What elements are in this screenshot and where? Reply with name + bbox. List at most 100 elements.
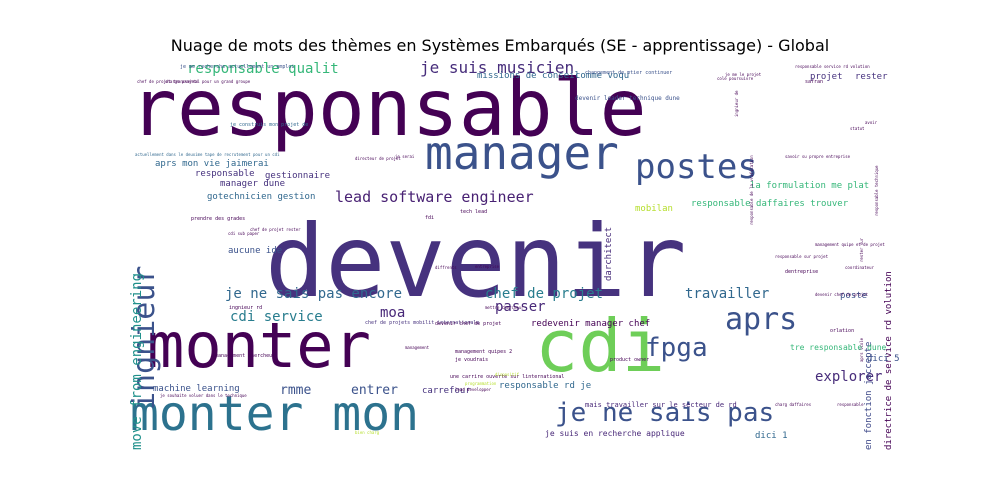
- word-cloud-term: chef de projet rester: [250, 227, 301, 232]
- word-cloud-term: chef de projet transversal pour un grand…: [137, 79, 251, 84]
- word-cloud-term: passer: [495, 299, 546, 315]
- word-cloud-term: dispositif: [495, 372, 520, 377]
- word-cloud-term: aprs: [725, 302, 798, 337]
- word-cloud-term: management chercheur: [215, 353, 276, 359]
- word-cloud-term: je me le projet: [725, 72, 762, 77]
- word-cloud-term: postes: [635, 147, 758, 187]
- word-cloud-term: je suis musicien: [420, 60, 575, 77]
- word-cloud-term: je me recherche actuellement un emploi: [180, 64, 295, 70]
- word-cloud-term: management quipes 2: [455, 349, 513, 355]
- word-cloud-term: une carrire ouverte sur linternational: [450, 374, 565, 380]
- word-cloud-term: missions de conseil: [477, 71, 580, 81]
- word-cloud-term: dici 5: [867, 354, 900, 364]
- word-cloud-term: orlation: [830, 328, 855, 334]
- word-cloud-term: lead developper: [455, 387, 492, 392]
- word-cloud-term: chef de projets mobilit internationale: [365, 320, 480, 326]
- word-cloud-term: je voudrais: [455, 357, 489, 363]
- word-cloud-term: monter: [147, 309, 371, 382]
- word-cloud-term: diffrents: [435, 265, 457, 270]
- word-cloud-term: safran: [805, 79, 824, 85]
- word-cloud-term: explorer: [815, 369, 883, 385]
- word-cloud-term: cole poursuivre: [717, 76, 754, 81]
- word-cloud-term: programmation: [465, 381, 497, 386]
- word-cloud-term: je suis en recherche applique: [545, 429, 685, 438]
- word-cloud-term: responsable: [130, 64, 647, 154]
- word-cloud-term: je ne sais pas encore: [225, 286, 403, 302]
- word-cloud-term: manager dune: [220, 179, 286, 189]
- word-cloud-term: je ne sais pas: [555, 398, 775, 428]
- word-cloud-term: gestionnaire: [265, 171, 331, 181]
- word-cloud-term: mobilan: [635, 204, 673, 214]
- word-cloud-term: management quipe et de projet: [815, 242, 885, 247]
- word-cloud-term: prendre des grades: [191, 216, 246, 222]
- word-cloud-term: darchitect: [604, 226, 614, 281]
- word-cloud-term: responsable de la vrification: [749, 155, 754, 225]
- word-cloud-term: product owner: [610, 357, 650, 363]
- word-cloud-term: je construis mon projet de: [230, 122, 309, 128]
- word-cloud-term: dentreprise: [785, 269, 819, 275]
- word-cloud-term: changement de mtier continuer: [585, 70, 673, 76]
- word-cloud-term: rester: [855, 72, 888, 82]
- word-cloud-term: devenir chef de projet: [435, 321, 502, 327]
- chart-title: Nuage de mots des thèmes en Systèmes Emb…: [170, 36, 830, 55]
- word-cloud-term: devenir: [265, 203, 687, 320]
- word-cloud-term: cdi: [535, 304, 666, 388]
- word-cloud-term: statut: [850, 126, 865, 131]
- word-cloud-term: move from engineering: [129, 272, 145, 450]
- word-cloud-term: management: [405, 345, 430, 350]
- word-cloud-term: fpga: [645, 333, 708, 363]
- word-cloud-term: rmme: [280, 383, 312, 398]
- word-cloud-term: poste: [840, 291, 868, 301]
- word-cloud-term: aucune ide: [228, 246, 283, 256]
- word-cloud-term: monter mon: [130, 386, 419, 442]
- word-cloud-term: la formulation me plat: [750, 181, 870, 191]
- word-cloud-term: responsable sur projet: [775, 254, 828, 259]
- word-cloud-term: savoir su propre entreprise: [785, 154, 851, 159]
- word-cloud-term: carrefour: [422, 386, 471, 396]
- word-cloud-term: actuellement dans le deuxime tape de rec…: [135, 152, 280, 157]
- word-cloud-term: chef de projet: [485, 286, 604, 302]
- word-cloud-term: rester sur: [859, 237, 864, 262]
- word-cloud-term: gotechnicien gestion: [207, 192, 316, 202]
- word-cloud-term: bien charg: [355, 430, 380, 435]
- word-cloud-term: dici 1: [755, 431, 788, 441]
- word-cloud-term: responsable: [195, 169, 255, 179]
- word-cloud-term: aprs mon vie jaimerai: [155, 159, 269, 169]
- word-cloud-term: aprs lcole: [859, 337, 864, 362]
- word-cloud-term: responsable: [837, 402, 864, 407]
- word-cloud-term: tre responsable dune: [790, 343, 887, 352]
- word-cloud-term: ingnieur de: [734, 90, 739, 118]
- word-cloud-term: avoir: [865, 120, 878, 125]
- word-cloud-term: responsable service rd volution: [795, 64, 870, 69]
- word-cloud-term: responsable qualit: [187, 61, 339, 77]
- word-cloud-term: responsable rd je: [499, 381, 592, 391]
- word-cloud-term: directeur de projet: [355, 156, 401, 161]
- word-cloud-term: je serai: [395, 154, 415, 159]
- word-cloud-term: cdi sub paper: [228, 231, 260, 236]
- word-cloud-term: projet: [810, 72, 843, 82]
- word-cloud-term: responsable daffaires trouver: [691, 199, 849, 209]
- word-cloud-term: coordinateur: [845, 265, 874, 270]
- word-cloud-term: charg daffaires: [775, 402, 812, 407]
- word-cloud-term: charge projets: [165, 79, 199, 84]
- word-cloud-term: manager: [425, 126, 619, 180]
- word-cloud-term: lead software engineer: [335, 188, 534, 206]
- word-cloud-term: tech lead: [460, 209, 488, 215]
- word-cloud-term: comme voqu: [575, 71, 630, 81]
- word-cloud: devenir responsable monter cdi monter mon man…: [125, 60, 900, 450]
- word-cloud-term: moa: [380, 305, 406, 321]
- word-cloud-term: devenir leader technique dune: [575, 95, 680, 102]
- word-cloud-term: responsable technique: [874, 165, 879, 216]
- word-cloud-term: je souhaite voluer dans le technique: [160, 393, 247, 398]
- word-cloud-term: mais travailler sur le secteur de rd: [585, 401, 737, 409]
- word-cloud-term: redevenir manager chef: [531, 319, 651, 329]
- word-cloud-term: cdi service: [230, 309, 323, 325]
- word-cloud-term: mettre chercheur: [485, 305, 524, 310]
- word-cloud-term: machine learning: [153, 384, 240, 394]
- word-cloud-term: entreprise: [475, 264, 500, 269]
- word-cloud-term: fdi: [425, 215, 435, 221]
- word-cloud-term: travailler: [685, 286, 770, 302]
- word-cloud-term: ingnieur rd: [229, 305, 263, 311]
- word-cloud-term: devenir chef de projet: [815, 292, 868, 297]
- word-cloud-term: entrer: [351, 383, 398, 398]
